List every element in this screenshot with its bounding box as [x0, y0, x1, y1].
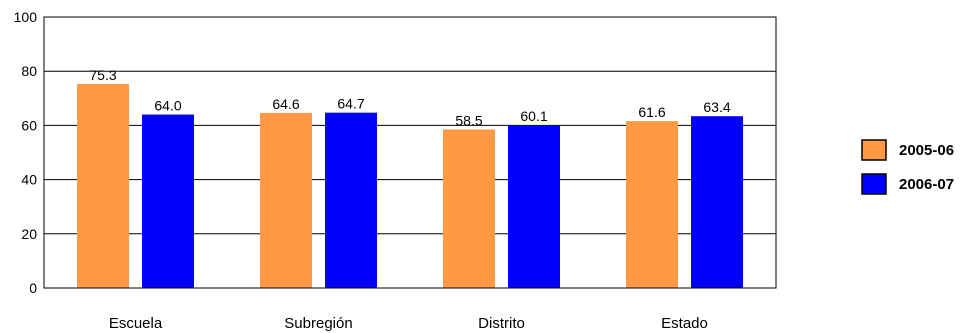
- data-label: 64.6: [272, 96, 299, 112]
- data-labels: 75.3 64.0 64.6 64.7 58.5 60.1 61.6 63.4: [89, 67, 730, 129]
- bar-2006-07-Estado: [691, 116, 743, 288]
- y-tick-label: 60: [21, 117, 37, 133]
- legend: 2005-06 2006-07: [861, 139, 954, 195]
- data-label: 63.4: [703, 99, 730, 115]
- x-category-label: Distrito: [478, 315, 525, 332]
- y-tick-label: 20: [21, 226, 37, 242]
- legend-label: 2005-06: [899, 142, 954, 159]
- data-label: 64.0: [154, 98, 181, 114]
- legend-swatch: [861, 173, 887, 195]
- x-axis-categories: Escuela Subregión Distrito Estado: [109, 315, 708, 332]
- bar-2005-06-Estado: [626, 121, 678, 289]
- plot-frame: [43, 16, 777, 289]
- x-category-label: Subregión: [284, 315, 352, 332]
- legend-swatch: [861, 139, 887, 161]
- data-label: 58.5: [455, 112, 482, 128]
- data-label: 64.7: [337, 96, 364, 112]
- y-axis-ticks: 0 20 40 60 80 100: [14, 9, 38, 296]
- bar-2006-07-Distrito: [508, 125, 560, 288]
- x-category-label: Estado: [661, 315, 708, 332]
- bar-2006-07-Subregión: [325, 112, 377, 289]
- bar-2005-06-Escuela: [77, 83, 129, 288]
- bar-2006-07-Escuela: [142, 114, 194, 288]
- data-label: 60.1: [520, 108, 547, 124]
- legend-label: 2006-07: [899, 176, 954, 193]
- bar-2005-06-Distrito: [443, 129, 495, 288]
- x-category-label: Escuela: [109, 315, 163, 332]
- y-tick-label: 40: [21, 172, 37, 188]
- data-label: 61.6: [638, 104, 665, 120]
- data-label: 75.3: [89, 67, 116, 83]
- y-tick-label: 100: [14, 9, 38, 25]
- bar-2005-06-Subregión: [260, 112, 312, 289]
- y-tick-label: 80: [21, 63, 37, 79]
- y-tick-label: 0: [29, 280, 37, 296]
- bars: [77, 83, 743, 289]
